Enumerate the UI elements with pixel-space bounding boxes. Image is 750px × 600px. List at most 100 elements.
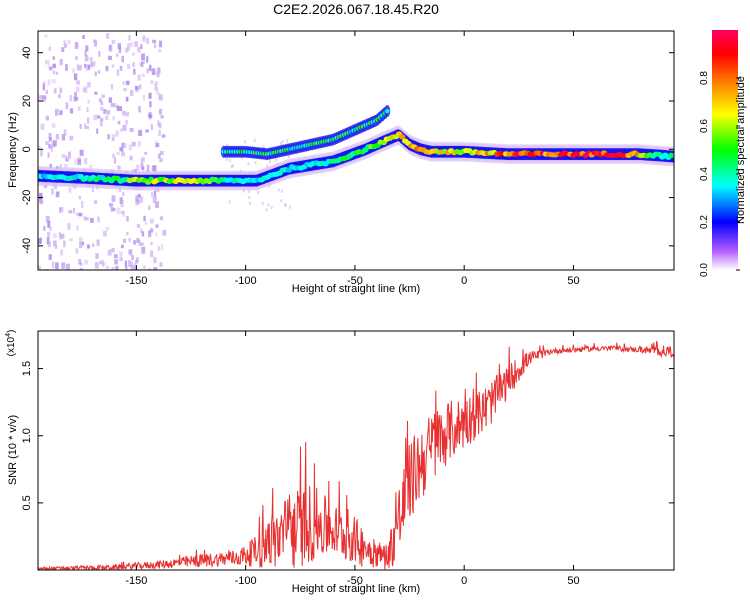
snr-x-tick-label: 0	[461, 575, 467, 587]
snr-marks	[38, 340, 674, 570]
spectrogram-noise-cell	[38, 265, 41, 270]
spectrogram-noise-cell	[43, 225, 46, 231]
spectrogram-noise-cell	[61, 262, 66, 269]
spectrogram-noise-cell	[242, 189, 245, 193]
spectrogram-noise-cell	[67, 222, 71, 230]
spectrogram-noise-cell	[148, 92, 152, 99]
spectrogram-noise-cell	[121, 210, 124, 215]
spectrogram-noise-cell	[137, 47, 141, 53]
spectrogram-noise-cell	[153, 267, 158, 270]
spectrogram-noise-cell	[146, 68, 149, 74]
spectrogram-noise-cell	[136, 224, 141, 228]
spectrogram-noise-cell	[45, 216, 50, 223]
spectrogram-noise-cell	[48, 137, 52, 142]
spectrogram-noise-cell	[275, 158, 278, 162]
spectrogram-noise-cell	[87, 244, 90, 249]
spectrogram-noise-cell	[76, 80, 80, 85]
spectrogram-noise-cell	[65, 157, 70, 162]
spectrogram-noise-cell	[96, 219, 101, 223]
spectrogram-noise-cell	[160, 115, 164, 119]
spectrogram-noise-cell	[54, 245, 58, 249]
spectrogram-noise-cell	[229, 158, 232, 162]
spectrogram-noise-cell	[287, 155, 290, 159]
spectrogram-noise-cell	[137, 193, 141, 199]
spectrogram-noise-cell	[47, 241, 51, 248]
spectrogram-noise-cell	[51, 269, 55, 270]
spectrogram-noise-cell	[61, 47, 65, 52]
spectrogram-noise-cell	[126, 215, 129, 222]
spectrogram-noise-cell	[125, 120, 129, 125]
spectrogram-noise-cell	[131, 254, 134, 261]
spectrogram-noise-cell	[63, 163, 68, 169]
spectrogram-noise-cell	[51, 141, 55, 147]
spectrogram-noise-cell	[118, 47, 122, 54]
spectrogram-noise-cell	[110, 83, 114, 90]
spectrogram-noise-cell	[140, 61, 144, 68]
spectrogram-noise-cell	[63, 129, 67, 136]
spectrogram-noise-cell	[52, 63, 56, 69]
spectrogram-noise-cell	[281, 140, 284, 144]
spectrogram-marks	[38, 33, 674, 270]
spectrogram-noise-cell	[107, 249, 112, 256]
spectrogram-noise-cell	[159, 262, 163, 267]
spectrogram-noise-cell	[117, 120, 121, 125]
spectrogram-noise-cell	[60, 207, 64, 212]
spectrogram-noise-cell	[112, 153, 115, 158]
spectrogram-noise-cell	[158, 40, 163, 48]
spectrogram-y-tick-label: 40	[21, 47, 33, 59]
spectrogram-noise-cell	[68, 210, 73, 214]
spectrogram-noise-cell	[144, 221, 148, 225]
colorbar-label: Normalized spectral amplitude	[735, 76, 747, 224]
spectrogram-noise-cell	[61, 134, 66, 141]
spectrogram-noise-cell	[148, 230, 152, 238]
spectrogram-noise-cell	[59, 235, 62, 240]
spectrogram-x-tick-label: -50	[347, 275, 363, 287]
spectrogram-noise-cell	[69, 238, 73, 242]
spectrogram-noise-cell	[47, 231, 51, 239]
spectrogram-noise-cell	[55, 109, 58, 117]
snr-x-tick-label: -100	[235, 575, 257, 587]
spectrogram-noise-cell	[122, 191, 125, 196]
spectrogram-noise-cell	[46, 237, 50, 245]
spectrogram-noise-cell	[52, 56, 55, 60]
spectrogram-noise-cell	[73, 96, 78, 102]
spectrogram-noise-cell	[94, 71, 97, 77]
spectrogram-noise-cell	[154, 141, 158, 148]
spectrogram-noise-cell	[102, 260, 105, 267]
spectrogram-noise-cell	[86, 107, 89, 112]
spectrogram-noise-cell	[38, 145, 41, 151]
spectrogram-noise-cell	[143, 215, 146, 222]
spectrogram-noise-cell	[153, 165, 157, 173]
spectrogram-noise-cell	[150, 250, 154, 258]
spectrogram-noise-cell	[111, 40, 116, 45]
spectrogram-noise-cell	[53, 88, 57, 94]
spectrogram-noise-cell	[155, 201, 159, 209]
spectrogram-noise-cell	[116, 165, 121, 169]
spectrogram-noise-cell	[157, 120, 160, 127]
spectrogram-noise-cell	[59, 58, 63, 66]
snr-x-tick-label: 50	[567, 575, 579, 587]
spectrogram-noise-cell	[112, 207, 116, 212]
spectrogram-noise-cell	[90, 60, 93, 67]
spectrogram-noise-cell	[148, 115, 152, 120]
spectrogram-noise-cell	[106, 33, 110, 39]
spectrogram-noise-cell	[133, 262, 137, 268]
spectrogram-noise-cell	[76, 225, 79, 231]
spectrogram-noise-cell	[159, 150, 164, 156]
spectrogram-noise-cell	[51, 188, 54, 195]
spectrogram-noise-cell	[111, 195, 116, 202]
spectrogram-noise-cell	[240, 156, 243, 160]
spectrogram-noise-cell	[137, 74, 141, 81]
spectrogram-noise-cell	[38, 238, 42, 245]
spectrogram-noise-cell	[140, 165, 144, 170]
spectrogram-noise-cell	[159, 216, 164, 221]
spectrogram-noise-cell	[74, 158, 77, 165]
spectrogram-noise-cell	[40, 200, 44, 205]
spectrogram-noise-cell	[116, 152, 120, 156]
spectrogram-noise-cell	[247, 162, 250, 166]
spectrogram-y-tick-label: -40	[21, 238, 33, 254]
spectrogram-noise-cell	[96, 128, 99, 134]
spectrogram-noise-cell	[100, 117, 104, 122]
spectrogram-branch-core	[384, 108, 390, 114]
spectrogram-noise-cell	[79, 237, 83, 243]
